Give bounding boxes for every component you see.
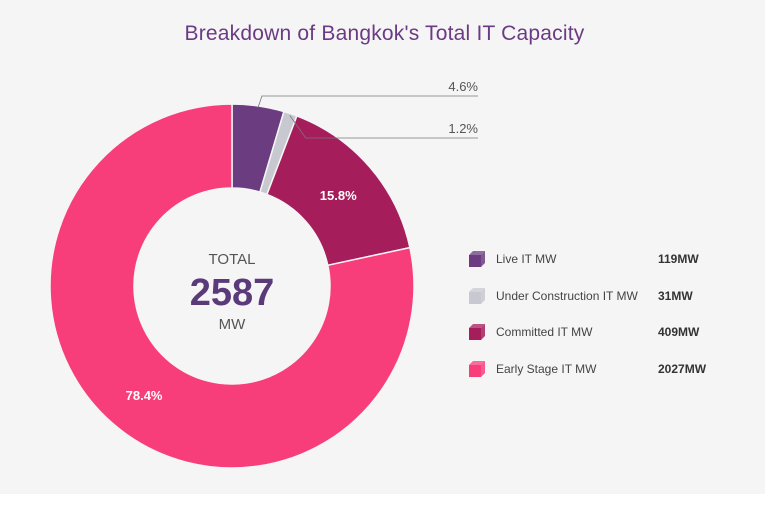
donut-slice-early-stage-it-mw [49,103,415,469]
legend-value: 119MW [658,252,699,266]
chart-card: Breakdown of Bangkok's Total IT Capacity… [50,22,707,468]
center-total-label: TOTAL [208,251,256,268]
percent-label: 15.8% [320,188,357,203]
leader-line [257,95,478,109]
legend-swatch-icon [469,288,485,304]
leader-line [289,115,478,139]
percent-label: 78.4% [126,388,163,403]
legend-swatch-icon [469,361,485,377]
donut-slice-committed-it-mw [265,114,411,267]
donut-chart: 4.6% 1.2% 15.8% 78.4% [49,79,478,469]
percent-label: 4.6% [448,79,478,94]
center-total-unit: MW [218,316,246,333]
legend-label: Under Construction IT MW [496,289,638,303]
legend-value: 31MW [658,289,693,303]
percent-label: 1.2% [448,121,478,136]
legend-swatch-icon [469,251,485,267]
legend-swatch-icon [469,324,485,340]
center-total-value: 2587 [189,272,275,314]
legend-label: Committed IT MW [496,325,593,339]
legend-label: Live IT MW [496,252,557,266]
legend-label: Early Stage IT MW [496,362,597,376]
legend-value: 409MW [658,325,700,339]
legend-value: 2027MW [658,362,707,376]
chart-title: Breakdown of Bangkok's Total IT Capacity [184,22,585,45]
